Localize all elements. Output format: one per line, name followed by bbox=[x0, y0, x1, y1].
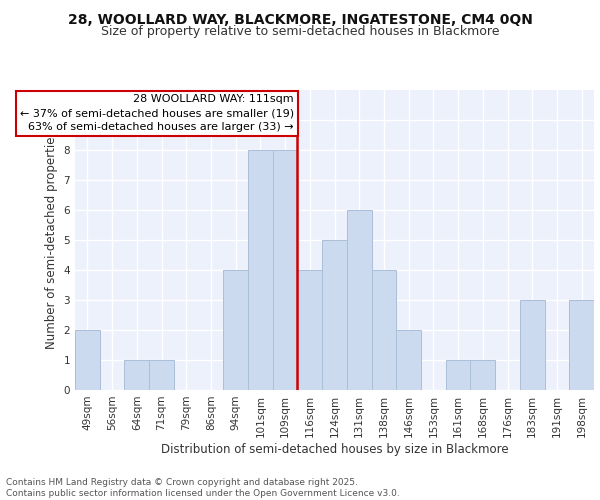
Bar bbox=[149, 360, 174, 390]
Text: 28 WOOLLARD WAY: 111sqm
← 37% of semi-detached houses are smaller (19)
63% of se: 28 WOOLLARD WAY: 111sqm ← 37% of semi-de… bbox=[20, 94, 294, 132]
Bar bbox=[569, 300, 594, 390]
Bar bbox=[396, 330, 421, 390]
Text: Contains HM Land Registry data © Crown copyright and database right 2025.
Contai: Contains HM Land Registry data © Crown c… bbox=[6, 478, 400, 498]
Y-axis label: Number of semi-detached properties: Number of semi-detached properties bbox=[45, 130, 58, 350]
Bar bbox=[520, 300, 545, 390]
Text: 28, WOOLLARD WAY, BLACKMORE, INGATESTONE, CM4 0QN: 28, WOOLLARD WAY, BLACKMORE, INGATESTONE… bbox=[68, 12, 532, 26]
X-axis label: Distribution of semi-detached houses by size in Blackmore: Distribution of semi-detached houses by … bbox=[161, 442, 508, 456]
Text: Size of property relative to semi-detached houses in Blackmore: Size of property relative to semi-detach… bbox=[101, 25, 499, 38]
Bar bbox=[223, 270, 248, 390]
Bar bbox=[75, 330, 100, 390]
Bar bbox=[322, 240, 347, 390]
Bar bbox=[470, 360, 495, 390]
Bar bbox=[248, 150, 273, 390]
Bar bbox=[446, 360, 470, 390]
Bar bbox=[273, 150, 298, 390]
Bar bbox=[347, 210, 371, 390]
Bar bbox=[371, 270, 396, 390]
Bar bbox=[124, 360, 149, 390]
Bar bbox=[298, 270, 322, 390]
